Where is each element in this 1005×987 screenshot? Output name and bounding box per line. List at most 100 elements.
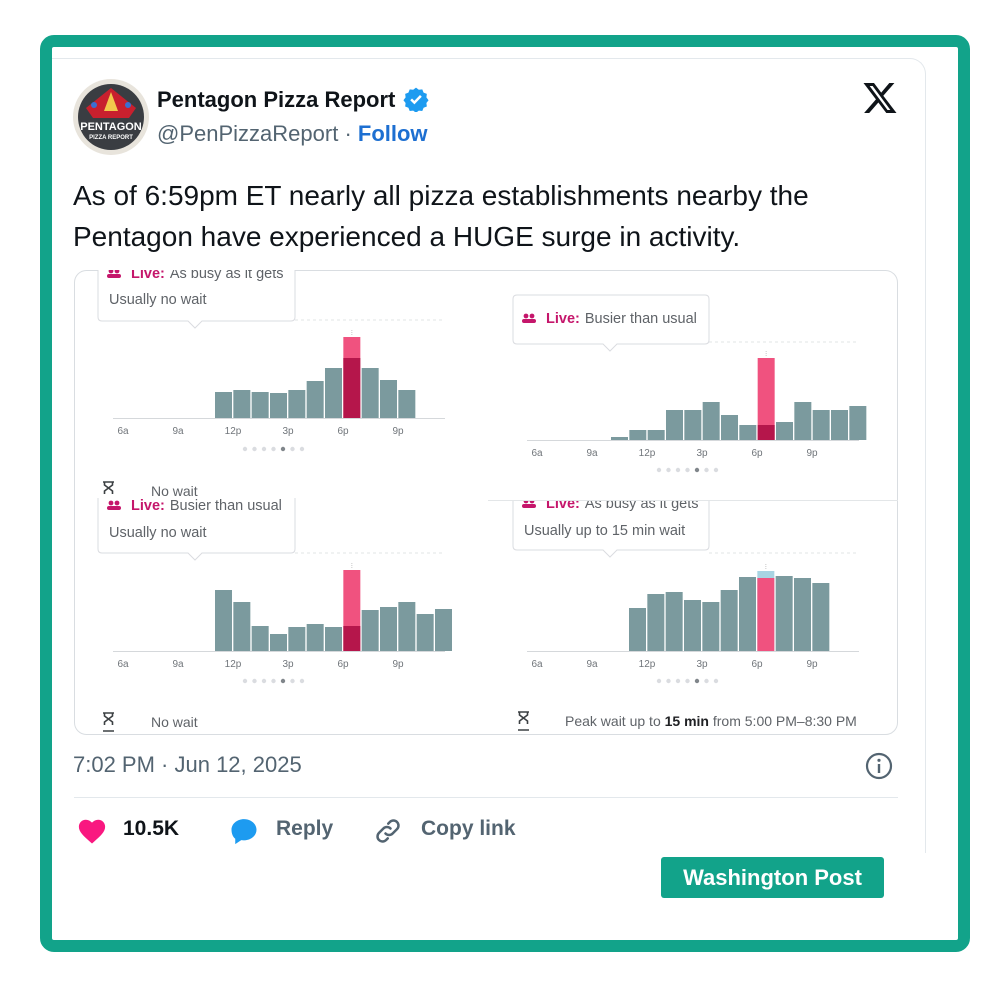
wait-footer: No wait [151, 483, 198, 499]
usual-bar [325, 627, 342, 651]
source-badge: Washington Post [661, 857, 884, 898]
live-icon [529, 501, 535, 504]
live-icon [107, 274, 121, 278]
live-status: Live: Busier than usual [131, 498, 282, 514]
usual-bar [721, 415, 738, 440]
x-tick-label: 12p [225, 659, 242, 670]
carousel-dot [675, 678, 681, 684]
carousel-dot [685, 467, 690, 473]
usual-bar [794, 402, 812, 440]
x-tick-label: 12p [639, 659, 656, 670]
link-icon[interactable] [373, 816, 403, 846]
reply-icon[interactable] [229, 816, 259, 846]
info-icon[interactable] [864, 751, 894, 781]
carousel-dot [666, 678, 671, 684]
usual-bar [831, 410, 848, 440]
tooltip-box [512, 294, 710, 352]
timestamp[interactable]: 7:02 PM · Jun 12, 2025 [73, 752, 302, 777]
reply-button[interactable]: Reply [276, 817, 334, 840]
x-tick-label: 12p [639, 448, 656, 459]
like-icon[interactable] [77, 817, 107, 845]
carousel-dot [675, 467, 681, 473]
x-tick-label: 6a [117, 659, 129, 670]
carousel-dot [271, 678, 276, 684]
separator: · [344, 121, 352, 146]
like-count[interactable]: 10.5K [123, 817, 180, 840]
x-logo[interactable] [862, 81, 898, 115]
live-bar [757, 578, 775, 651]
usual-bar [215, 392, 232, 418]
x-tick-label: 6a [531, 659, 543, 670]
tooltip-box [97, 498, 296, 561]
avatar[interactable]: PENTAGON PIZZA REPORT [72, 78, 150, 156]
usual-bar [849, 406, 867, 440]
handle[interactable]: @PenPizzaReport [157, 121, 339, 146]
x-tick-label: 6a [531, 448, 543, 459]
usual-bar [666, 410, 683, 440]
x-tick-label: 3p [282, 659, 294, 670]
x-tick-label: 3p [696, 659, 708, 670]
usual-bar [629, 608, 646, 651]
live-icon [114, 500, 120, 506]
usual-bar [702, 602, 720, 651]
tweet-text: As of 6:59pm ET nearly all pizza establi… [73, 180, 809, 252]
live-icon [522, 319, 536, 323]
x-tick-label: 6a [117, 426, 129, 437]
live-bar [757, 358, 775, 440]
usual-bar [739, 577, 756, 651]
carousel-dot [299, 446, 305, 452]
footer-part: Peak wait up to [565, 713, 665, 729]
usual-bar [398, 602, 416, 651]
usual-bar [251, 626, 269, 651]
chart-panel: 6a 9a 12p 3p 6p 9p Live: Busier than usual [512, 294, 867, 473]
tooltip-box [97, 270, 296, 329]
carousel-dot [290, 678, 295, 684]
hourglass-icon [518, 711, 529, 731]
live-icon [523, 313, 529, 319]
usual-wait: Usually no wait [109, 292, 207, 308]
carousel-dot [656, 467, 662, 473]
usual-bar [398, 390, 416, 418]
carousel-dot [261, 678, 267, 684]
live-status: Live: As busy as it gets [546, 496, 698, 512]
usual-bar [629, 430, 647, 440]
hourglass-icon [103, 481, 114, 494]
usual-bar-overlap [343, 626, 361, 651]
usual-bar [812, 583, 830, 651]
usual-bar [702, 402, 720, 440]
carousel-dot [299, 678, 305, 684]
x-tick-label: 9a [172, 426, 184, 437]
handle-row: @PenPizzaReport · Follow [157, 121, 428, 147]
usual-bar-overlap [343, 358, 361, 418]
x-tick-label: 9a [586, 659, 598, 670]
carousel-dot [666, 467, 671, 473]
carousel-dot [280, 678, 286, 684]
live-status: Live: Busier than usual [546, 311, 697, 327]
author-name-text[interactable]: Pentagon Pizza Report [157, 87, 396, 112]
usual-bar [306, 624, 324, 651]
wait-footer: No wait [151, 714, 198, 730]
carousel-dot [290, 446, 295, 452]
author-name[interactable]: Pentagon Pizza Report [157, 86, 430, 113]
usual-bar [233, 390, 251, 418]
usual-bar [288, 627, 306, 651]
status-text: As busy as it gets [585, 496, 699, 512]
wait-footer: Peak wait up to 15 min from 5:00 PM–8:30… [565, 713, 857, 729]
usual-bar [270, 393, 287, 418]
usual-bar [739, 425, 757, 440]
usual-bar [361, 368, 379, 418]
tweet-card [52, 58, 926, 853]
x-tick-label: 6p [751, 659, 763, 670]
media-image[interactable]: 6a 9a 12p 3p 6p 9p Live: As busy as it gets Usua… [74, 270, 898, 735]
x-tick-label: 9a [172, 659, 184, 670]
x-tick-label: 9p [806, 448, 818, 459]
usual-bar [215, 590, 232, 651]
usual-bar [794, 578, 811, 651]
copy-link-button[interactable]: Copy link [421, 817, 516, 840]
usual-bar [270, 634, 287, 651]
follow-button[interactable]: Follow [357, 121, 428, 146]
footer-part: No wait [151, 483, 198, 499]
carousel-dot [242, 446, 248, 452]
live-icon [108, 270, 114, 274]
